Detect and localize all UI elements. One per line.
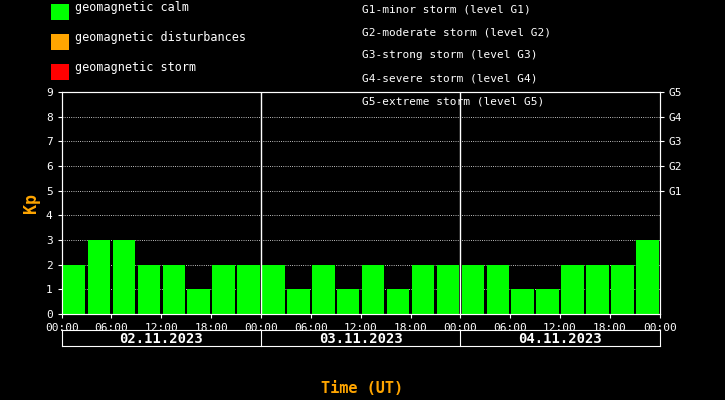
Bar (436, 265, 459, 314)
Bar (63, 265, 86, 314)
Bar (486, 265, 509, 314)
Bar (412, 265, 434, 314)
Text: G1-minor storm (level G1): G1-minor storm (level G1) (362, 4, 531, 14)
Text: G3-strong storm (level G3): G3-strong storm (level G3) (362, 50, 538, 60)
Bar (362, 265, 384, 314)
Text: G5-extreme storm (level G5): G5-extreme storm (level G5) (362, 97, 544, 107)
Bar (138, 265, 160, 314)
Text: geomagnetic calm: geomagnetic calm (75, 2, 188, 14)
Bar (237, 265, 260, 314)
Bar (312, 265, 334, 314)
Text: geomagnetic storm: geomagnetic storm (75, 62, 196, 74)
Text: G2-moderate storm (level G2): G2-moderate storm (level G2) (362, 27, 552, 37)
Bar (561, 265, 584, 314)
Bar (188, 289, 210, 314)
Text: Time (UT): Time (UT) (321, 381, 404, 396)
Bar (587, 265, 609, 314)
Bar (636, 240, 658, 314)
Y-axis label: Kp: Kp (22, 193, 41, 213)
Bar (287, 289, 310, 314)
Bar (88, 240, 110, 314)
Text: G4-severe storm (level G4): G4-severe storm (level G4) (362, 74, 538, 84)
Bar (387, 289, 410, 314)
Bar (162, 265, 185, 314)
Bar (337, 289, 360, 314)
Bar (462, 265, 484, 314)
Bar (511, 289, 534, 314)
Bar (212, 265, 235, 314)
Text: 02.11.2023: 02.11.2023 (120, 332, 203, 346)
Bar (112, 240, 135, 314)
Bar (611, 265, 634, 314)
Bar (536, 289, 559, 314)
Text: 03.11.2023: 03.11.2023 (319, 332, 402, 346)
Text: geomagnetic disturbances: geomagnetic disturbances (75, 32, 246, 44)
Bar (262, 265, 285, 314)
Text: 04.11.2023: 04.11.2023 (518, 332, 602, 346)
